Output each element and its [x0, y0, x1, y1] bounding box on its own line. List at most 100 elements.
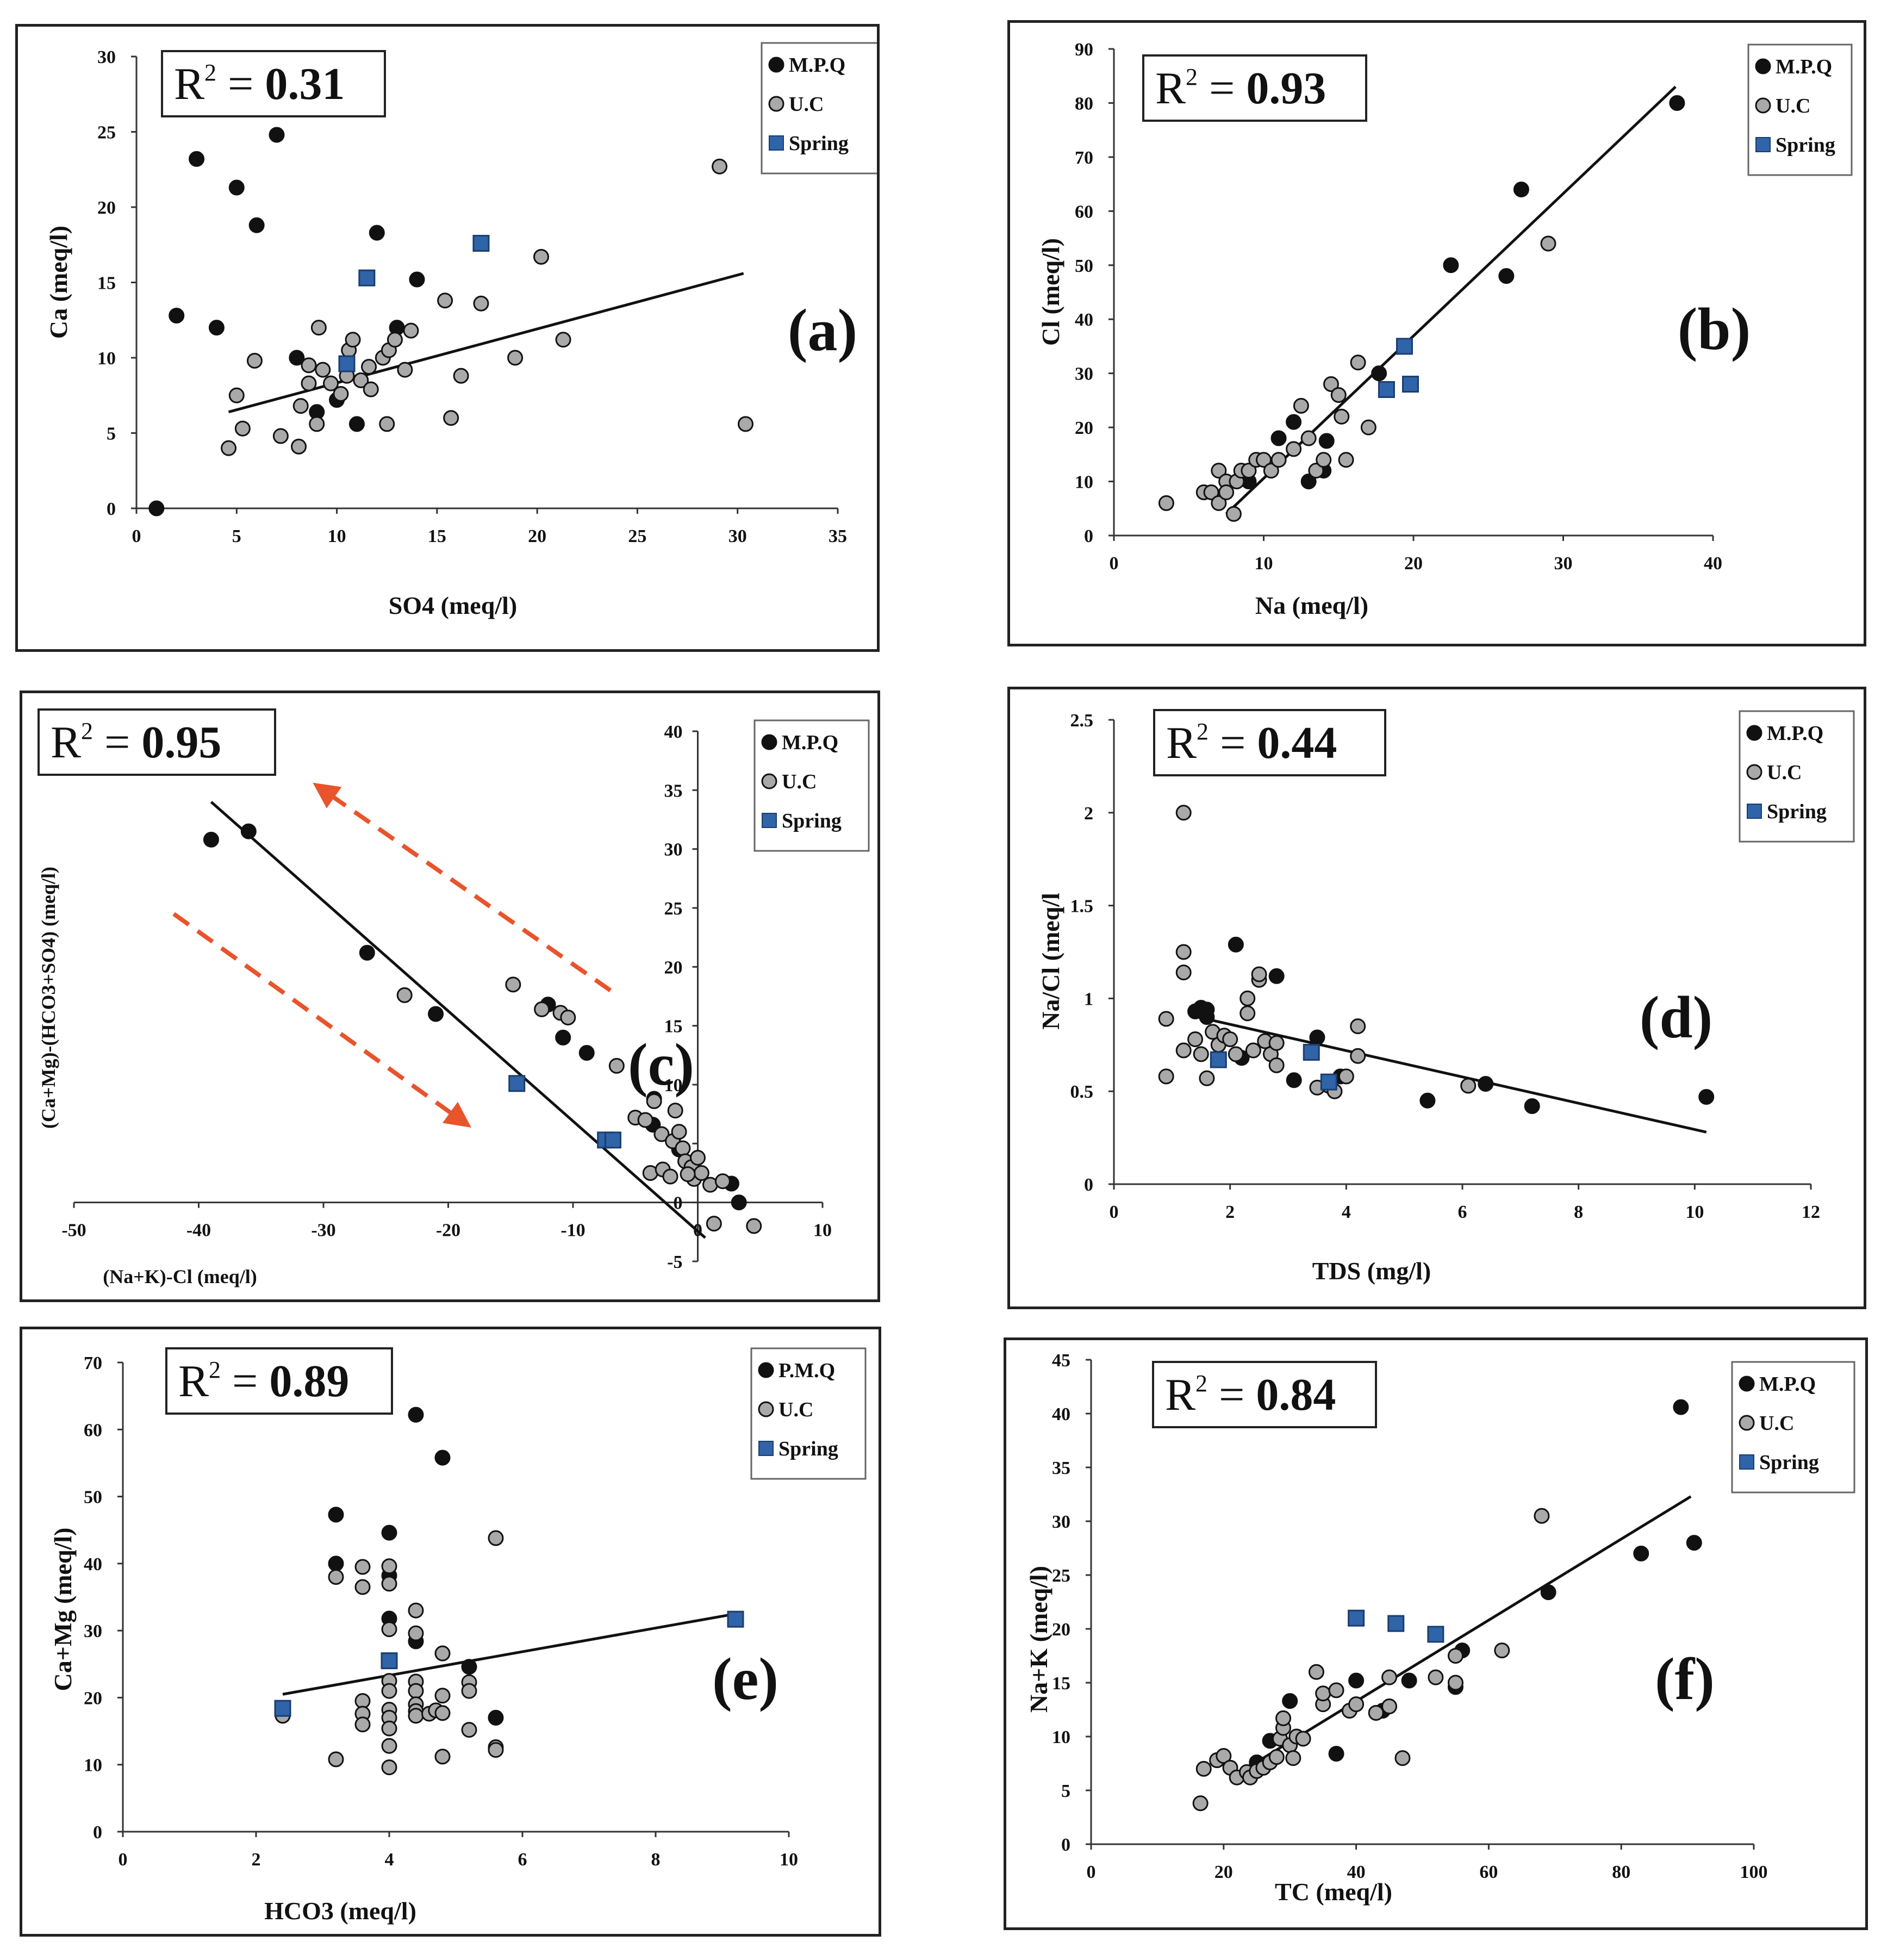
legend-entry: U.C: [782, 770, 817, 793]
y-tick-label: 45: [1052, 1351, 1070, 1371]
uc-point: [333, 385, 349, 402]
r2-frame: [161, 50, 386, 117]
legend-dot-icon: [768, 96, 784, 112]
series-spring: [508, 1075, 621, 1149]
x-tick-label: -50: [61, 1221, 86, 1241]
x-tick-label: 10: [1685, 1202, 1704, 1222]
uc-point: [345, 332, 361, 348]
uc-point: [1199, 1070, 1215, 1086]
y-tick-label: 10: [1052, 1727, 1070, 1747]
trendline: [1236, 1495, 1692, 1776]
y-tick-label: 0: [674, 1193, 683, 1214]
legend-square-icon: [758, 1441, 774, 1456]
mpq-point: [1673, 1399, 1689, 1415]
y-tick-label: 25: [664, 899, 683, 919]
y-tick-label: 0.5: [1070, 1082, 1094, 1102]
r2-frame: [1142, 54, 1367, 122]
spring-point: [1402, 376, 1419, 393]
uc-point: [1175, 965, 1192, 981]
chart-d-svg: 0 2 4 6 8 10 12 0 0.5 1 1.5 2 2.5 TDS (mg/l) Na/Cl (me…: [1037, 709, 1855, 1285]
uc-point: [381, 1720, 397, 1737]
uc-point: [361, 359, 377, 375]
mpq-point: [578, 1045, 595, 1061]
legend-entry: M.P.Q: [789, 54, 845, 77]
mpq-point: [731, 1194, 747, 1211]
legend-entry: Spring: [1776, 134, 1835, 157]
uc-point: [555, 332, 571, 348]
uc-point: [680, 1166, 696, 1183]
y-tick-label: 20: [1052, 1620, 1070, 1640]
mpq-point: [189, 151, 205, 167]
panel-label: (e): [712, 1646, 778, 1712]
uc-point: [1268, 1035, 1285, 1051]
legend: P.M.Q U.C Spring: [750, 1347, 867, 1480]
chart-panel-b: 0 10 20 30 40 0 10 20 30 40 50 60 70 80 90 Na (meq/l) Cl…: [1007, 20, 1866, 646]
r2-value: 0.89: [269, 1356, 349, 1407]
uc-point: [653, 1126, 670, 1142]
r2-box: R2 = 0.84: [1152, 1361, 1377, 1428]
r2-frame: [1152, 1361, 1377, 1428]
uc-point: [1447, 1648, 1463, 1664]
mpq-point: [369, 225, 385, 241]
uc-point: [354, 1716, 371, 1733]
mpq-point: [1328, 1746, 1344, 1762]
y-tick-label: 0: [93, 1822, 102, 1843]
x-tick-label: 4: [1342, 1202, 1351, 1222]
uc-point: [363, 381, 379, 397]
legend: M.P.Q U.C Spring: [1739, 710, 1855, 843]
uc-point: [1330, 387, 1347, 403]
chart-b-svg: 0 10 20 30 40 0 10 20 30 40 50 60 70 80 90 Na (meq/l) Cl…: [1037, 40, 1853, 619]
uc-point: [608, 1057, 625, 1074]
r2-label: R2 = 0.31: [174, 59, 345, 109]
y-tick-label: 20: [84, 1688, 102, 1708]
trendline: [228, 272, 744, 414]
trendline: [1225, 85, 1677, 515]
uc-point: [1381, 1698, 1398, 1715]
uc-point: [315, 362, 331, 378]
uc-point: [1175, 805, 1192, 821]
uc-point: [1534, 1508, 1550, 1524]
uc-point: [387, 332, 403, 348]
spring-point: [1427, 1626, 1444, 1643]
y-tick-label: 20: [1075, 418, 1093, 438]
mpq-point: [1309, 1029, 1325, 1046]
axes: 0 2 4 6 8 10 0 10 20 30 40 50 60 70: [84, 1353, 798, 1870]
uc-point: [1175, 944, 1192, 960]
uc-point: [1251, 966, 1267, 982]
x-tick-label: 10: [813, 1221, 832, 1241]
series-spring: [1378, 338, 1419, 398]
series-uc: [1158, 235, 1556, 522]
spring-point: [358, 269, 376, 287]
uc-point: [1228, 1046, 1244, 1062]
mpq-point: [1524, 1098, 1540, 1115]
panel-label: (f): [1655, 1646, 1715, 1712]
uc-point: [1193, 1046, 1209, 1062]
uc-point: [381, 1558, 397, 1575]
x-axis-label: SO4 (meq/l): [389, 592, 517, 619]
legend-dot-icon: [758, 1401, 774, 1417]
series-spring: [1348, 1609, 1444, 1643]
mpq-point: [1318, 433, 1335, 449]
uc-point: [534, 1001, 550, 1017]
mpq-point: [1478, 1076, 1494, 1092]
y-tick-label: 60: [84, 1420, 102, 1440]
legend: M.P.Q U.C Spring: [1731, 1361, 1855, 1494]
legend-entry: U.C: [1767, 761, 1802, 784]
uc-point: [1334, 408, 1350, 425]
legend-entry: Spring: [778, 1438, 838, 1460]
uc-point: [488, 1530, 504, 1546]
uc-point: [1211, 495, 1227, 511]
mpq-point: [359, 944, 375, 961]
legend-dot-icon: [761, 734, 777, 750]
series-uc: [221, 158, 753, 456]
x-tick-label: 2: [1225, 1202, 1235, 1222]
mpq-point: [409, 271, 425, 288]
uc-point: [408, 1708, 424, 1724]
chart-panel-c: -50-40-30-20-10010-50510152025303540(Na+…: [20, 690, 880, 1302]
uc-point: [1315, 1685, 1331, 1702]
chart-panel-e: 0 2 4 6 8 10 0 10 20 30 40 50 60 70 HCO3 (meq/l) Ca+Mg …: [20, 1327, 881, 1937]
uc-point: [1328, 1682, 1344, 1698]
x-tick-label: 20: [528, 526, 546, 546]
trendline: [210, 801, 706, 1239]
r2-value: 0.93: [1246, 63, 1326, 114]
